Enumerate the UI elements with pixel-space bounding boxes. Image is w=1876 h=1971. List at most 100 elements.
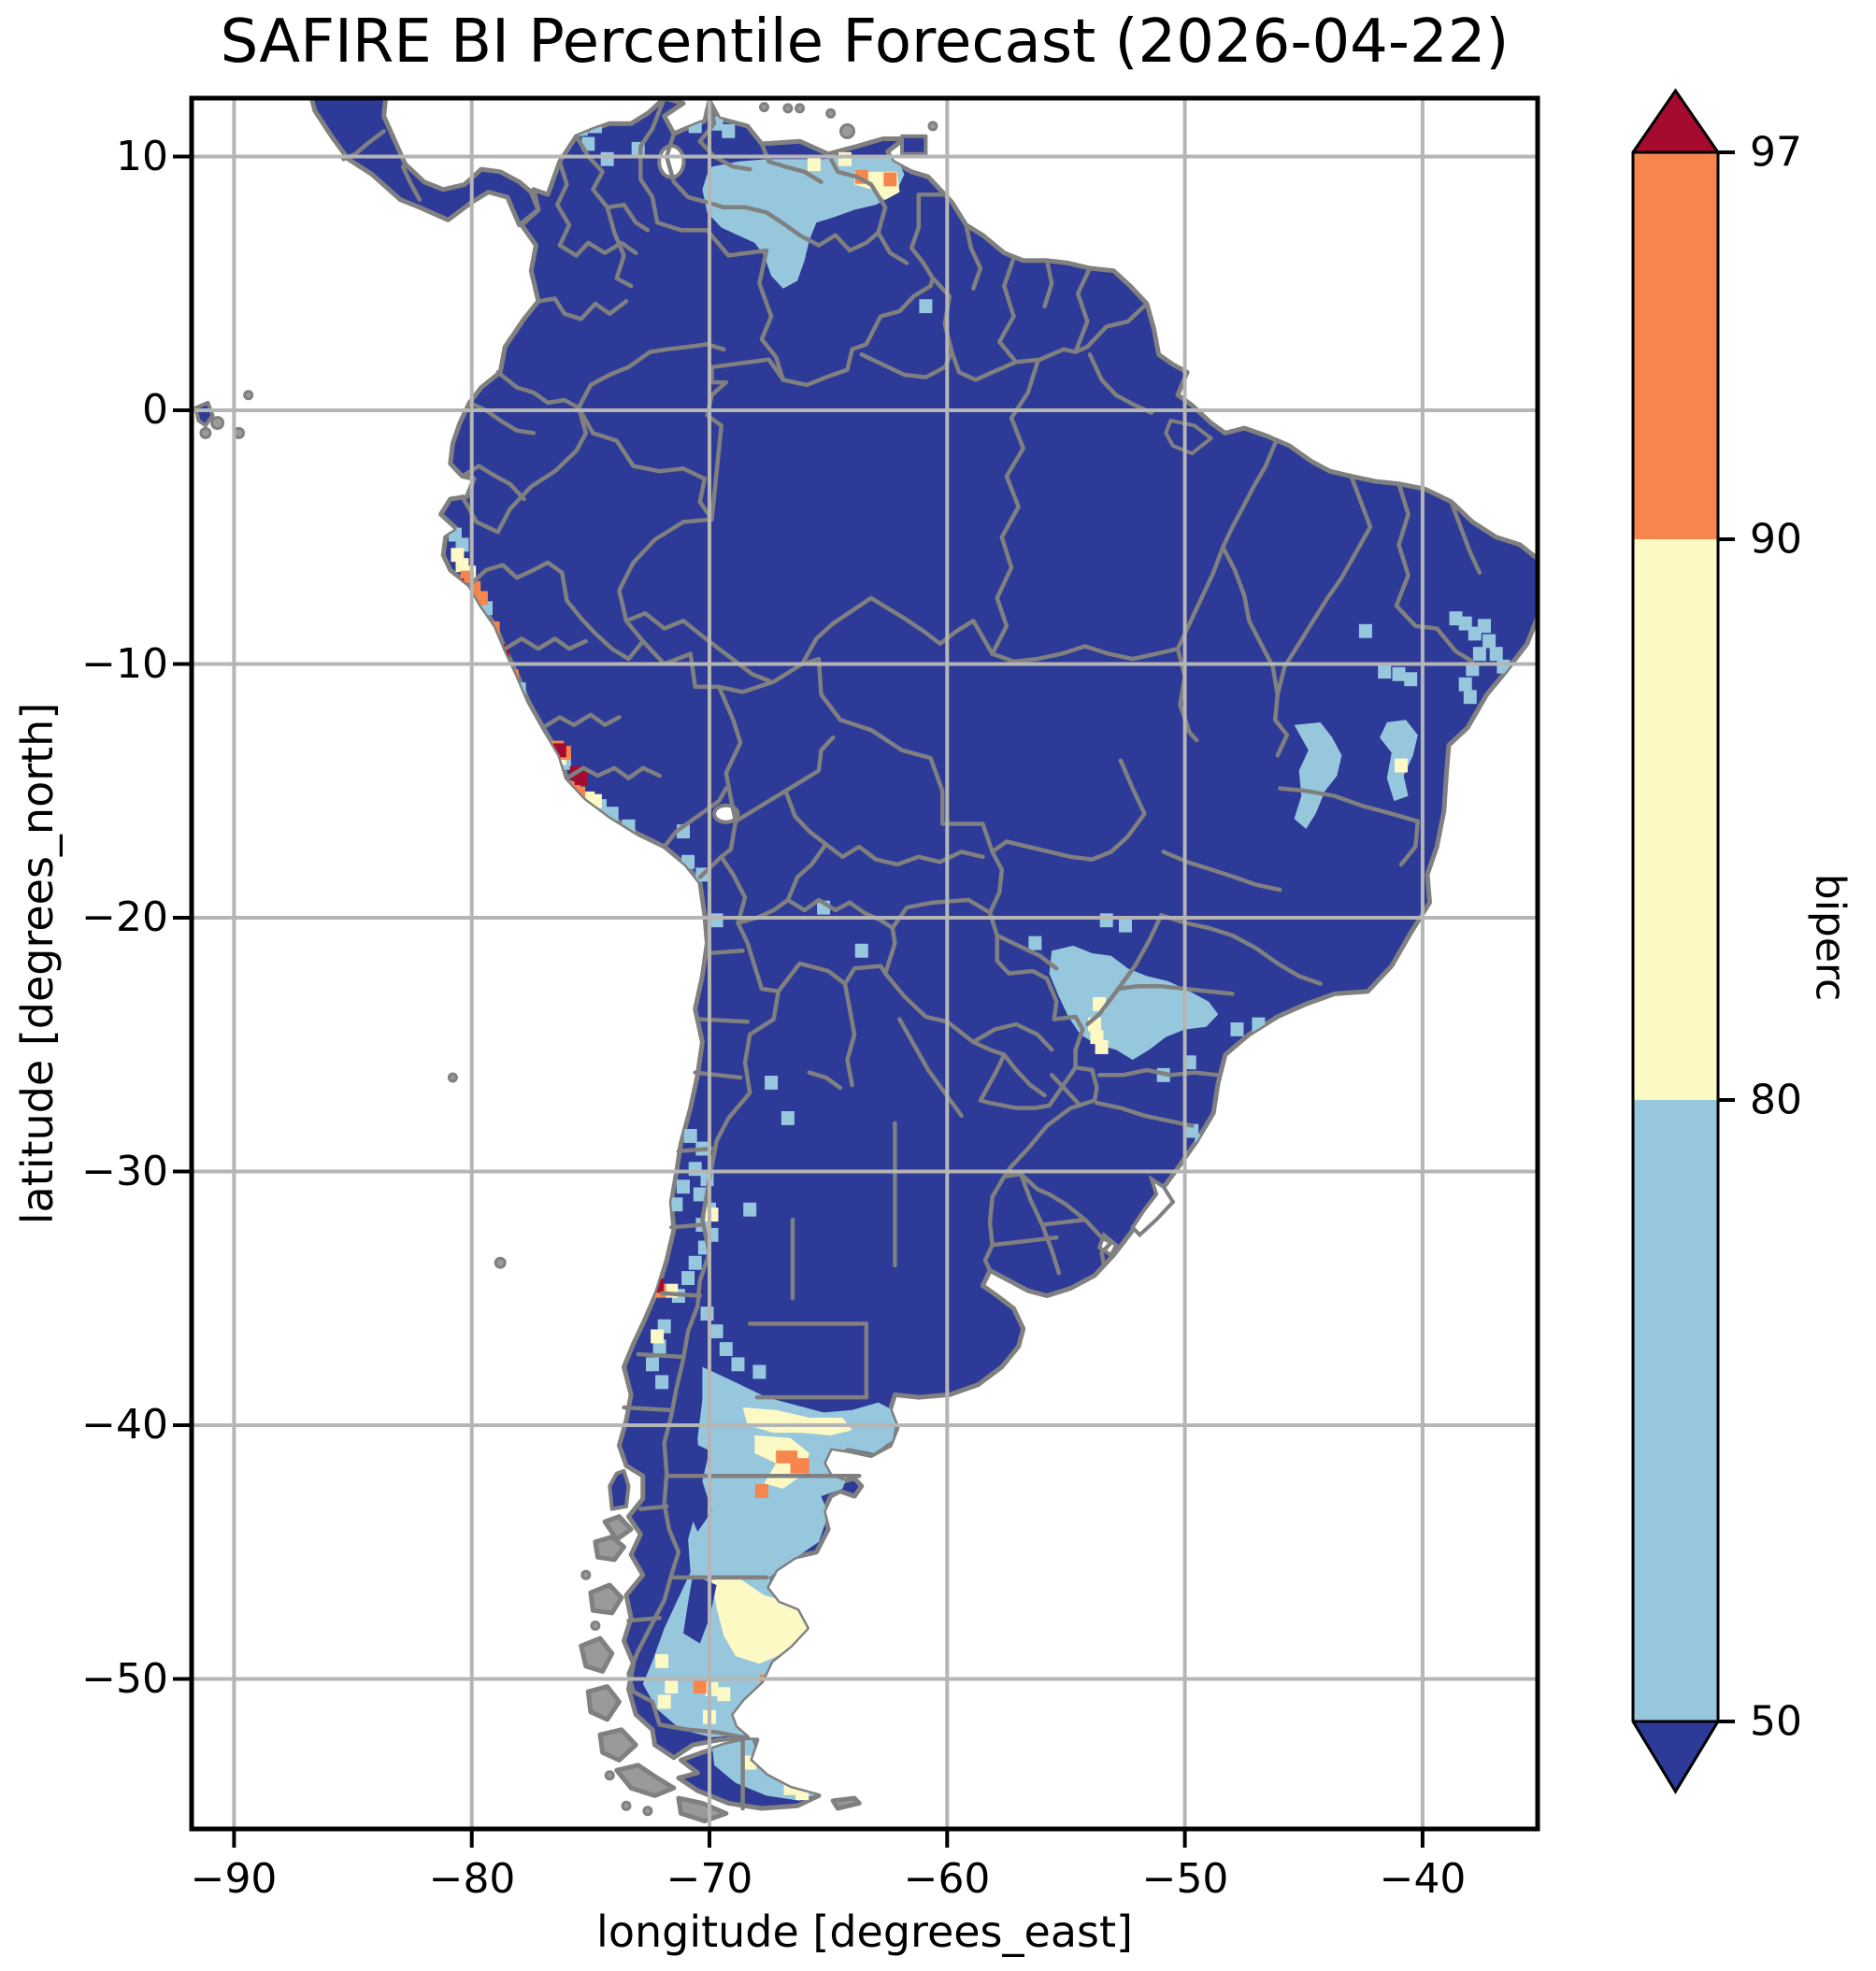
cell-p50: [486, 639, 500, 653]
x-tick-label: −40: [1379, 1855, 1467, 1903]
cell-p50: [700, 1307, 714, 1321]
colorbar-label: biperc: [1806, 873, 1855, 1002]
x-tick-label: −90: [190, 1855, 278, 1903]
archipelago-islands: [199, 102, 938, 1823]
cell-p50: [1482, 634, 1497, 649]
cell-p80: [838, 151, 852, 166]
x-tick-label: −50: [1141, 1855, 1229, 1903]
cell-p50: [1358, 623, 1372, 638]
cell-p50: [919, 299, 933, 314]
cell-p50: [1119, 918, 1132, 933]
cell-p50: [491, 649, 505, 664]
cell-p50: [1099, 913, 1113, 928]
overlay-venezuela-llanos: [702, 156, 905, 289]
cell-p90: [495, 664, 509, 679]
cell-p50: [854, 943, 868, 958]
page-title: SAFIRE BI Percentile Forecast (2026-04-2…: [220, 7, 1510, 77]
cell-p50: [765, 1076, 779, 1090]
cell-p50: [1478, 619, 1491, 634]
island-chiloe: [608, 1468, 631, 1511]
island-trinidad: [900, 134, 928, 156]
cell-p80: [651, 1329, 665, 1344]
y-tick-label: −50: [81, 1655, 168, 1703]
cell-p50: [1204, 1144, 1218, 1159]
cell-p80: [705, 1681, 719, 1696]
y-tick-label: 10: [116, 133, 168, 180]
gridlines: [192, 98, 1538, 1829]
cell-p50: [1463, 690, 1477, 705]
cell-p50: [731, 1357, 745, 1372]
x-tick-label: −80: [428, 1855, 516, 1903]
colorbar-segment-90-97: [1633, 152, 1718, 539]
x-axis-label: longitude [degrees_east]: [596, 1907, 1133, 1957]
colorbar: [1631, 88, 1735, 1794]
overlay-bahia-west: [1294, 721, 1342, 829]
cell-p50: [1489, 647, 1503, 662]
overlay-andes-gap-north: [685, 1440, 712, 1532]
cell-p50: [1404, 672, 1418, 687]
cell-p80: [783, 1631, 797, 1646]
central-america: [308, 98, 541, 228]
cell-p80: [655, 1654, 669, 1668]
colorbar-over-triangle: [1633, 91, 1718, 152]
cell-p50: [669, 1197, 683, 1212]
cell-p50: [1472, 647, 1486, 662]
cell-p50: [1458, 677, 1472, 692]
cell-p80: [665, 1679, 679, 1694]
cell-p50: [688, 1162, 702, 1177]
cell-p50: [681, 854, 695, 869]
cell-p80: [705, 1207, 719, 1222]
colorbar-tick-label: 50: [1750, 1697, 1802, 1746]
cell-p50: [600, 151, 614, 166]
island-marajo: [1164, 418, 1213, 456]
admin-borders: [341, 98, 1482, 1811]
cell-p50: [719, 1342, 733, 1356]
cell-p50: [681, 1271, 695, 1285]
y-axis-label: latitude [degrees_north]: [12, 702, 63, 1225]
cell-p50: [688, 1255, 702, 1270]
cell-p50: [1230, 1022, 1244, 1036]
plot-frame: [189, 95, 1540, 1832]
colorbar-tick-label: 90: [1750, 515, 1802, 564]
cell-p50: [709, 1324, 723, 1338]
cell-p50: [709, 913, 723, 928]
cell-p80: [1395, 758, 1408, 773]
cell-p50: [677, 1179, 690, 1194]
y-tick-label: −30: [81, 1148, 168, 1195]
y-tick-label: 0: [142, 386, 168, 434]
colorbar-segment-50-80: [1633, 1100, 1718, 1721]
cell-p50: [722, 123, 736, 138]
colorbar-tick-label: 97: [1750, 128, 1802, 177]
y-tick-label: −10: [81, 640, 168, 688]
map-plot-area: [192, 98, 1538, 1829]
cell-p50: [752, 1364, 766, 1379]
colorbar-segment-80-90: [1633, 539, 1718, 1100]
cell-p50: [1028, 936, 1042, 950]
cell-p50: [743, 1202, 757, 1217]
cell-p50: [683, 1129, 697, 1143]
cell-p90: [883, 172, 897, 187]
cell-p90: [693, 1679, 707, 1694]
y-tick-label: −40: [81, 1401, 168, 1449]
cell-p50: [655, 1375, 669, 1390]
island-isabela-galapagos: [193, 400, 215, 428]
colorbar-under-triangle: [1633, 1721, 1718, 1792]
lake-patos: [1130, 1174, 1176, 1238]
cell-p50: [1392, 666, 1406, 681]
cell-p50: [1378, 664, 1392, 679]
y-tick-label: −20: [81, 893, 168, 941]
cell-p97: [574, 771, 588, 786]
mainland-south-america: [438, 98, 1538, 1761]
overlay-pat-yellow-north-band: [742, 1407, 852, 1435]
cell-p80: [1095, 1040, 1109, 1054]
cell-p50: [646, 1357, 659, 1372]
cell-p50: [520, 720, 534, 735]
cell-p50: [780, 1111, 795, 1125]
overlay-pat-orange-cluster: [776, 1450, 809, 1474]
cell-p90: [652, 1245, 666, 1260]
cell-p90: [754, 1484, 768, 1498]
cell-p80: [657, 1694, 671, 1709]
x-tick-label: −60: [903, 1855, 991, 1903]
cell-p50: [693, 1187, 707, 1202]
